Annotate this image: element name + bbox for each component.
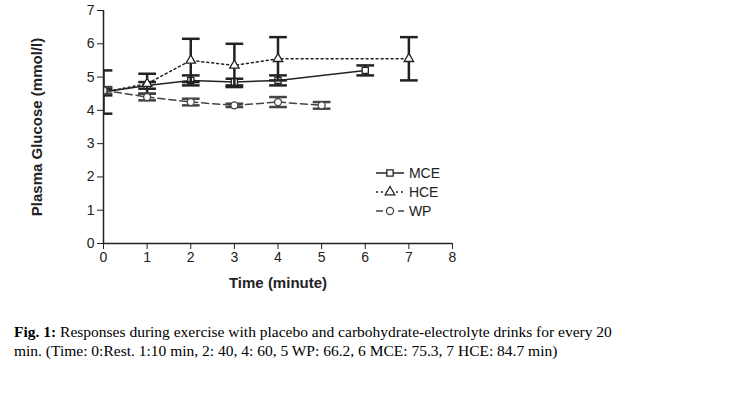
html-text:WP: WP	[408, 202, 432, 219]
svg-text:2: 2	[87, 168, 95, 184]
svg-text:5: 5	[87, 69, 95, 85]
svg-text:Plasma Glucose (mmol/l): Plasma Glucose (mmol/l)	[28, 38, 45, 216]
svg-text:2: 2	[187, 249, 195, 265]
svg-text:6: 6	[87, 35, 95, 51]
svg-text:1: 1	[143, 249, 151, 265]
svg-text:5: 5	[318, 249, 326, 265]
svg-text:7: 7	[405, 249, 413, 265]
html-text:Fig. 1: Responses during exerc: Fig. 1: Responses during exercise with p…	[14, 323, 612, 360]
svg-text:7: 7	[87, 2, 95, 18]
svg-text:4: 4	[87, 102, 95, 118]
svg-text:6: 6	[361, 249, 369, 265]
svg-text:8: 8	[449, 249, 457, 265]
html-text:HCE: HCE	[408, 183, 439, 200]
svg-text:1: 1	[87, 202, 95, 218]
svg-text:3: 3	[87, 135, 95, 151]
html-text:MCE: MCE	[408, 164, 440, 181]
svg-text:Time (minute): Time (minute)	[229, 274, 327, 291]
svg-text:4: 4	[274, 249, 282, 265]
svg-text:0: 0	[87, 235, 95, 251]
svg-text:0: 0	[100, 249, 108, 265]
svg-text:3: 3	[230, 249, 238, 265]
